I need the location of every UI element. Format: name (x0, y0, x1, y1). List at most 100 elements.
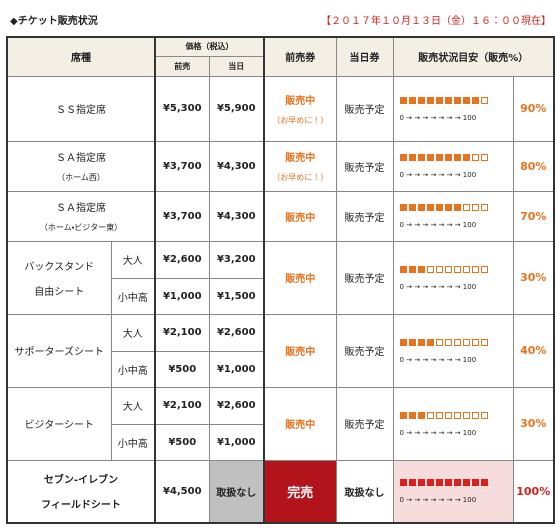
sales-percent: 70% (512, 190, 555, 242)
advance-price: ¥2,100 (154, 386, 210, 425)
gauge-square (435, 411, 443, 419)
gauge-square (480, 154, 488, 161)
gauge-square (471, 265, 479, 273)
advance-price: ¥500 (154, 423, 210, 461)
age-label: 大人 (110, 240, 156, 279)
gauge-square (426, 96, 434, 104)
gauge-square (471, 411, 479, 419)
table-row: サポーターズシート 大人 ¥2,100 ¥2,600 販売中 販売予定 0 → → → → … (6, 313, 555, 388)
gauge-scale: 0 → → → → → → → 100 (399, 496, 477, 505)
advance-status: 販売中 (285, 153, 316, 164)
age-label: 大人 (110, 386, 156, 425)
gauge-square (399, 96, 407, 104)
gauge-square (408, 338, 416, 346)
gauge (399, 203, 490, 214)
gauge-square (417, 154, 425, 161)
gauge-square (471, 154, 479, 161)
seat-name-line: フィールドシート (41, 500, 121, 512)
seat-name-cell: ビジターシート (6, 386, 112, 461)
gauge-square (453, 154, 461, 161)
gauge-square (453, 338, 461, 346)
gauge-scale: 0 → → → → → → → 100 (399, 355, 477, 364)
gauge (399, 96, 490, 107)
advance-price: ¥1,000 (154, 277, 210, 315)
day-price: ¥1,000 (208, 350, 265, 388)
gauge-square (408, 204, 416, 211)
table-head: 席種 価格（税込） 前売券 当日券 販売状況目安（販売%） 前売 当日 (6, 36, 555, 77)
column-header: 販売状況目安（販売%） (392, 36, 555, 77)
gauge-square (462, 96, 470, 104)
gauge-square (417, 204, 425, 211)
gauge-square (426, 479, 434, 487)
seat-name-cell: サポーターズシート (6, 313, 112, 388)
gauge (399, 338, 490, 349)
gauge-square (462, 479, 470, 487)
table-row: バックスタンド 自由シート 大人 ¥2,600 ¥3,200 販売中 販売予定 0 → → →… (6, 240, 555, 315)
gauge-square (435, 96, 443, 104)
gauge-square (444, 479, 452, 487)
sales-percent: 30% (512, 240, 555, 315)
day-status: 取扱なし (335, 459, 394, 524)
gauge-square (399, 265, 407, 273)
day-price: ¥1,500 (208, 277, 265, 315)
seat-name-line: 自由シート (34, 286, 85, 298)
day-status: 販売予定 (335, 386, 394, 461)
gauge-square (471, 338, 479, 346)
gauge-cell: 0 → → → → → → → 100 (392, 240, 514, 315)
gauge-square (408, 96, 416, 104)
gauge (399, 153, 490, 164)
seat-name-note: （ホーム・ビジター東） (39, 223, 123, 232)
gauge-square (480, 338, 488, 346)
seat-name-note: （ホーム西） (57, 173, 105, 182)
advance-price: ¥5,300 (154, 75, 210, 142)
seat-name-cell: バックスタンド 自由シート (6, 240, 112, 315)
gauge-square (408, 479, 416, 487)
gauge-square (480, 265, 488, 273)
advance-status-cell: 完売 (263, 459, 337, 524)
gauge-square (408, 411, 416, 419)
day-price: ¥3,200 (208, 240, 265, 279)
advance-price: ¥4,500 (154, 459, 210, 524)
sales-percent: 100% (512, 459, 555, 524)
seat-name: サポーターズシート (14, 347, 105, 358)
advance-price: ¥2,600 (154, 240, 210, 279)
gauge-square (444, 154, 452, 161)
gauge-square (417, 411, 425, 419)
gauge-square (444, 411, 452, 419)
seat-name-cell: ＳＳ指定席 (6, 75, 156, 142)
advance-status: 販売中 (285, 347, 316, 358)
gauge-square (408, 265, 416, 273)
seat-name: ＳＡ指定席 (56, 203, 106, 214)
gauge-square (408, 154, 416, 161)
advance-status: 販売中 (285, 212, 316, 224)
advance-status-cell: 販売中 (263, 386, 337, 461)
gauge-scale: 0 → → → → → → → 100 (399, 113, 477, 122)
advance-price: ¥3,700 (154, 140, 210, 192)
gauge-square (453, 411, 461, 419)
gauge-scale: 0 → → → → → → → 100 (399, 282, 477, 291)
table-row: ＳＡ指定席 （ホーム西） ¥3,700 ¥4,300 販売中 （お早めに！） 販売予定 0 →… (6, 140, 555, 192)
gauge-cell: 0 → → → → → → → 100 (392, 190, 514, 242)
gauge-square (453, 265, 461, 273)
gauge-square (444, 204, 452, 211)
table-body: ＳＳ指定席 ¥5,300 ¥5,900 販売中 （お早めに！） 販売予定 0 → → → →… (6, 75, 555, 524)
table-row: セブン-イレブン フィールドシート ¥4,500 取扱なし 完売 取扱なし 0 → → → … (6, 459, 555, 524)
gauge-square (399, 338, 407, 346)
gauge-square (462, 338, 470, 346)
gauge-cell: 0 → → → → → → → 100 (392, 140, 514, 192)
day-status: 販売予定 (335, 190, 394, 242)
gauge-square (399, 479, 407, 487)
seat-name: ビジターシート (24, 420, 95, 431)
gauge-square (435, 204, 443, 211)
gauge-scale: 0 → → → → → → → 100 (399, 221, 477, 229)
gauge-square (453, 204, 461, 211)
advance-status: 販売中 (285, 420, 316, 431)
day-status: 販売予定 (335, 75, 394, 142)
header-row: 前売 当日 (7, 55, 554, 77)
column-header: 当日 (208, 55, 265, 77)
gauge-square (462, 204, 470, 211)
sales-percent: 40% (512, 313, 555, 388)
day-status: 販売予定 (335, 140, 394, 192)
